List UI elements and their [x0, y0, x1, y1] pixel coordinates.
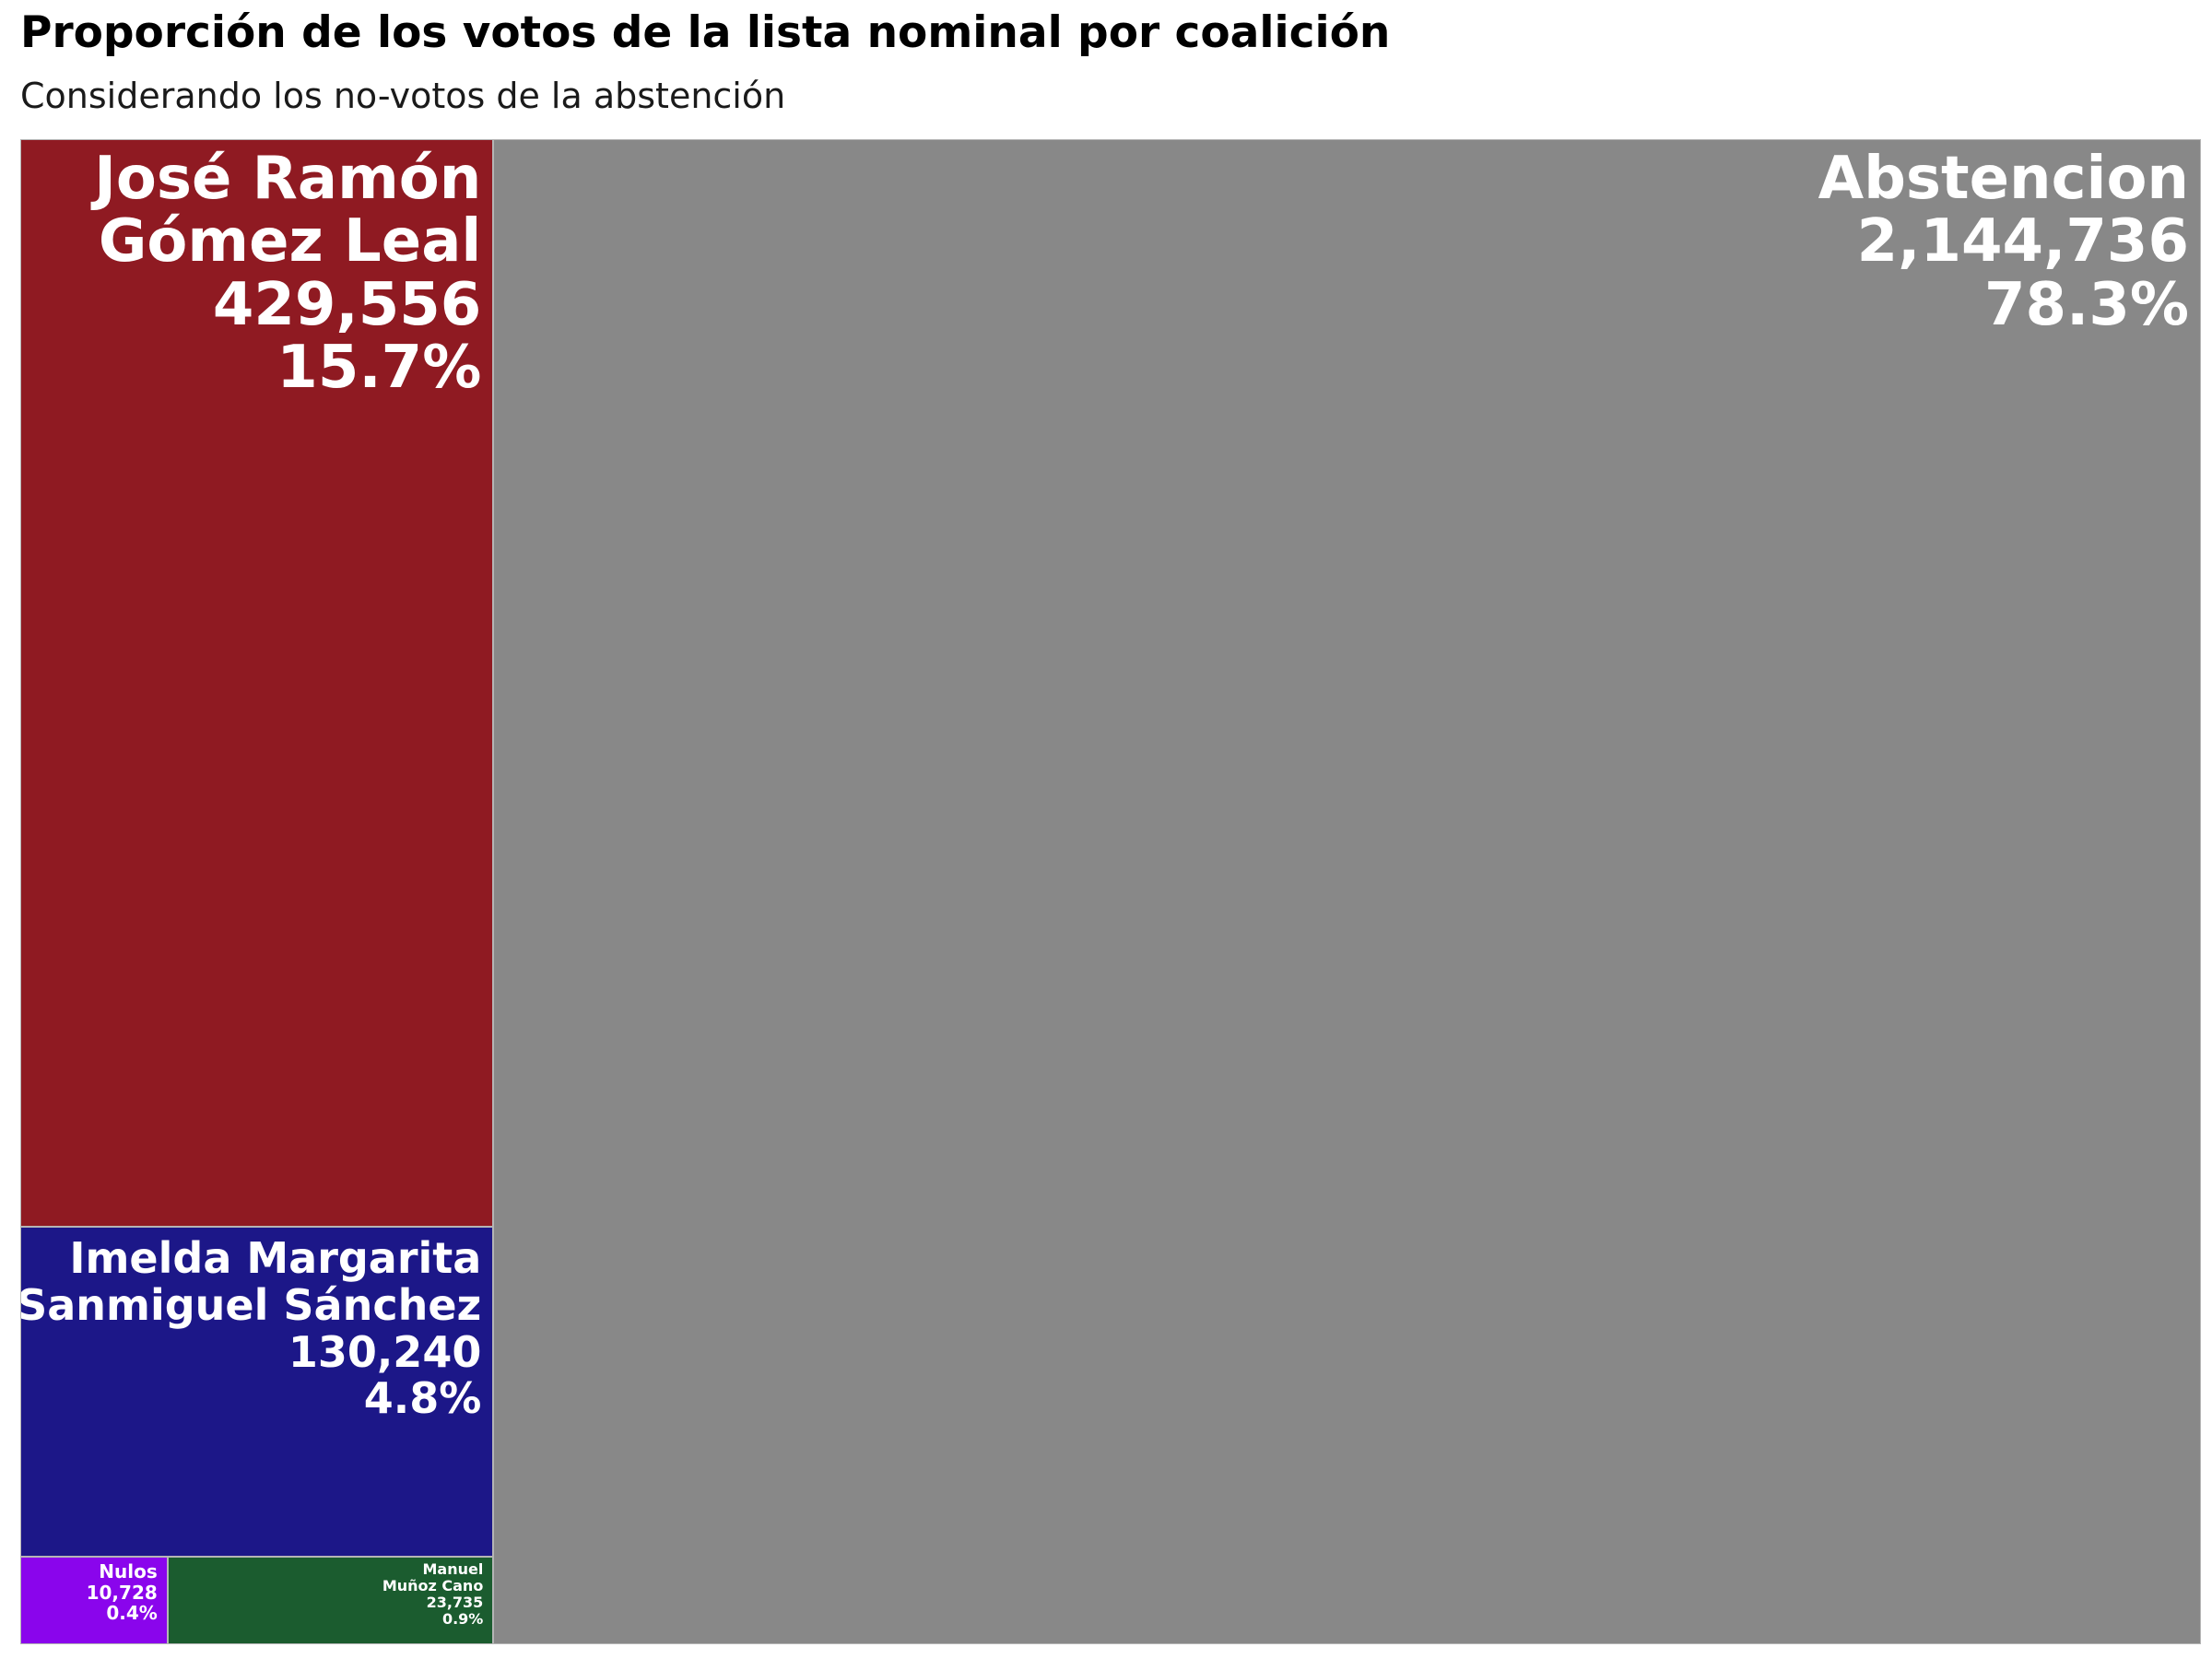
tile-value: 429,556	[212, 270, 482, 339]
tile-value: 10,728	[86, 1581, 158, 1604]
tile-imelda-margarita-sanmiguel-sanchez: Imelda Margarita Sanmiguel Sánchez 130,2…	[20, 1227, 494, 1558]
tile-share: 0.9%	[441, 1610, 484, 1629]
chart-title: Proporción de los votos de la lista nomi…	[20, 7, 1391, 58]
chart-subtitle: Considerando los no-votos de la abstenci…	[20, 76, 786, 116]
tile-value: 23,735	[426, 1594, 484, 1612]
tile-share: 0.4%	[106, 1602, 158, 1625]
tile-abstencion: Abstencion 2,144,736 78.3%	[493, 139, 2201, 1644]
tile-manuel-munoz-cano: Manuel Muñoz Cano 23,735 0.9%	[167, 1557, 494, 1644]
tile-name: Manuel	[422, 1560, 484, 1579]
tile-name: Nulos	[99, 1560, 158, 1583]
tile-share: 78.3%	[1983, 270, 2189, 339]
tile-name: José Ramón	[94, 145, 482, 213]
tile-label: Manuel Muñoz Cano 23,735 0.9%	[382, 1561, 484, 1628]
treemap-plot: Abstencion 2,144,736 78.3% José Ramón Gó…	[20, 139, 2201, 1644]
tile-share: 4.8%	[363, 1373, 482, 1424]
tile-share: 15.7%	[276, 334, 482, 403]
tile-name: Abstencion	[1818, 145, 2189, 213]
tile-name: Imelda Margarita	[69, 1233, 482, 1284]
tile-label: Imelda Margarita Sanmiguel Sánchez 130,2…	[20, 1233, 482, 1424]
tile-name: Sanmiguel Sánchez	[20, 1279, 482, 1330]
tile-nulos: Nulos 10,728 0.4%	[20, 1557, 168, 1644]
tile-label: José Ramón Gómez Leal 429,556 15.7%	[94, 147, 481, 400]
tile-value: 2,144,736	[1856, 207, 2189, 276]
tile-value: 130,240	[288, 1326, 482, 1377]
tile-name: Gómez Leal	[98, 207, 482, 276]
tile-label: Abstencion 2,144,736 78.3%	[1818, 145, 2189, 339]
tile-name: Muñoz Cano	[382, 1577, 484, 1595]
tile-label: Nulos 10,728 0.4%	[86, 1560, 158, 1625]
tile-jose-ramon-gomez-leal: José Ramón Gómez Leal 429,556 15.7%	[20, 139, 494, 1228]
